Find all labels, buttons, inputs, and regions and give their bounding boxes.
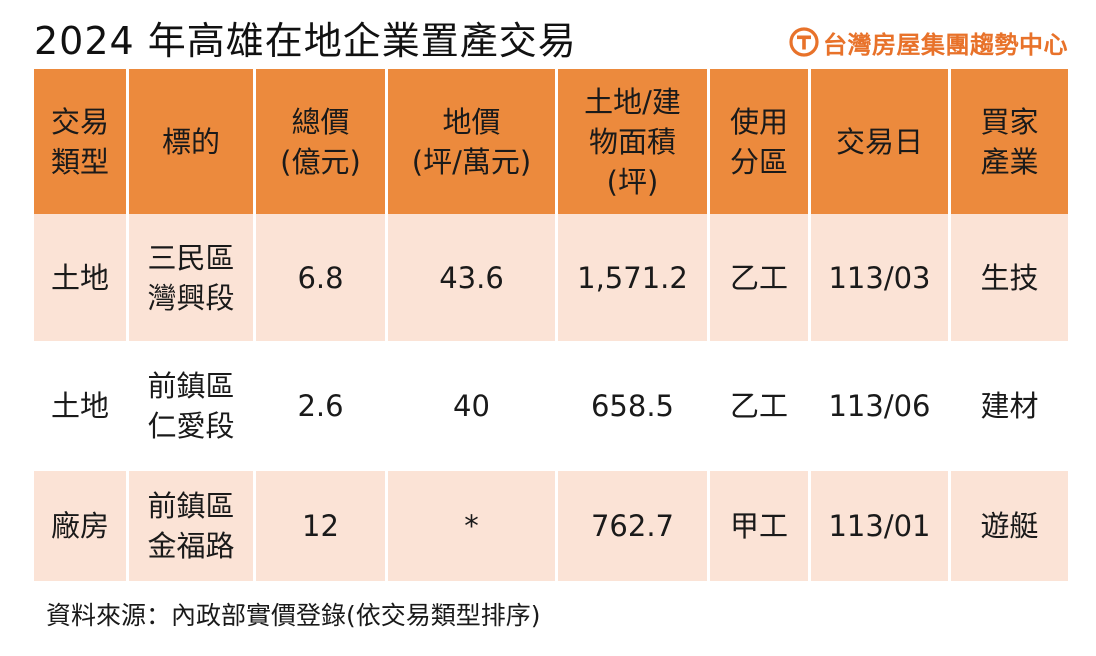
col-header-buyer-industry: 買家 產業 — [951, 69, 1068, 214]
cell-land-price: * — [388, 471, 558, 581]
source-note: 資料來源：內政部實價登錄(依交易類型排序) — [46, 601, 541, 630]
brand: 台灣房屋集團趨勢中心 — [789, 26, 1068, 59]
cell-total-price: 6.8 — [256, 214, 388, 341]
cell-area: 658.5 — [558, 341, 710, 471]
page-title: 2024 年高雄在地企業置產交易 — [34, 19, 577, 63]
cell-target: 前鎮區 金福路 — [129, 471, 256, 581]
table-row: 土地 三民區 灣興段 6.8 43.6 1,571.2 乙工 113/03 生技 — [34, 214, 1068, 341]
cell-zoning: 甲工 — [710, 471, 811, 581]
cell-buyer-industry: 建材 — [951, 341, 1068, 471]
cell-date: 113/06 — [811, 341, 951, 471]
cell-area: 762.7 — [558, 471, 710, 581]
cell-land-price: 43.6 — [388, 214, 558, 341]
table-row: 廠房 前鎮區 金福路 12 * 762.7 甲工 113/01 遊艇 — [34, 471, 1068, 581]
cell-area: 1,571.2 — [558, 214, 710, 341]
cell-zoning: 乙工 — [710, 214, 811, 341]
transactions-table: 交易 類型 標的 總價 (億元) 地價 (坪/萬元) 土地/建 物面積 (坪) 使用 分區 … — [34, 69, 1068, 581]
brand-name: 台灣房屋集團趨勢中心 — [823, 30, 1068, 59]
cell-buyer-industry: 遊艇 — [951, 471, 1068, 581]
cell-total-price: 2.6 — [256, 341, 388, 471]
brand-logo-icon — [789, 27, 819, 57]
col-header-land-price: 地價 (坪/萬元) — [388, 69, 558, 214]
table-header-row: 交易 類型 標的 總價 (億元) 地價 (坪/萬元) 土地/建 物面積 (坪) 使用 分區 … — [34, 69, 1068, 214]
col-header-total-price: 總價 (億元) — [256, 69, 388, 214]
cell-total-price: 12 — [256, 471, 388, 581]
cell-target: 前鎮區 仁愛段 — [129, 341, 256, 471]
col-header-type: 交易 類型 — [34, 69, 129, 214]
cell-target: 三民區 灣興段 — [129, 214, 256, 341]
col-header-date: 交易日 — [811, 69, 951, 214]
cell-zoning: 乙工 — [710, 341, 811, 471]
cell-type: 廠房 — [34, 471, 129, 581]
cell-date: 113/01 — [811, 471, 951, 581]
cell-date: 113/03 — [811, 214, 951, 341]
table-row: 土地 前鎮區 仁愛段 2.6 40 658.5 乙工 113/06 建材 — [34, 341, 1068, 471]
cell-buyer-industry: 生技 — [951, 214, 1068, 341]
col-header-zoning: 使用 分區 — [710, 69, 811, 214]
cell-land-price: 40 — [388, 341, 558, 471]
cell-type: 土地 — [34, 341, 129, 471]
col-header-target: 標的 — [129, 69, 256, 214]
header: 2024 年高雄在地企業置產交易 台灣房屋集團趨勢中心 — [34, 14, 1074, 70]
col-header-area: 土地/建 物面積 (坪) — [558, 69, 710, 214]
cell-type: 土地 — [34, 214, 129, 341]
